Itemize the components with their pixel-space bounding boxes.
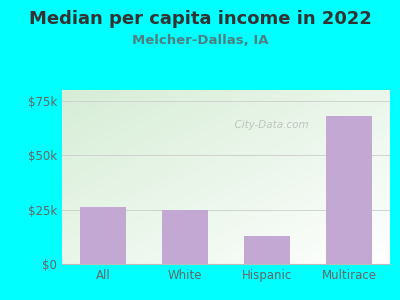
Text: City-Data.com: City-Data.com — [228, 120, 309, 130]
Bar — [244, 236, 290, 264]
Bar — [326, 116, 372, 264]
Text: Melcher-Dallas, IA: Melcher-Dallas, IA — [132, 34, 268, 47]
Bar — [162, 210, 208, 264]
Bar — [80, 208, 126, 264]
Text: Median per capita income in 2022: Median per capita income in 2022 — [28, 11, 372, 28]
